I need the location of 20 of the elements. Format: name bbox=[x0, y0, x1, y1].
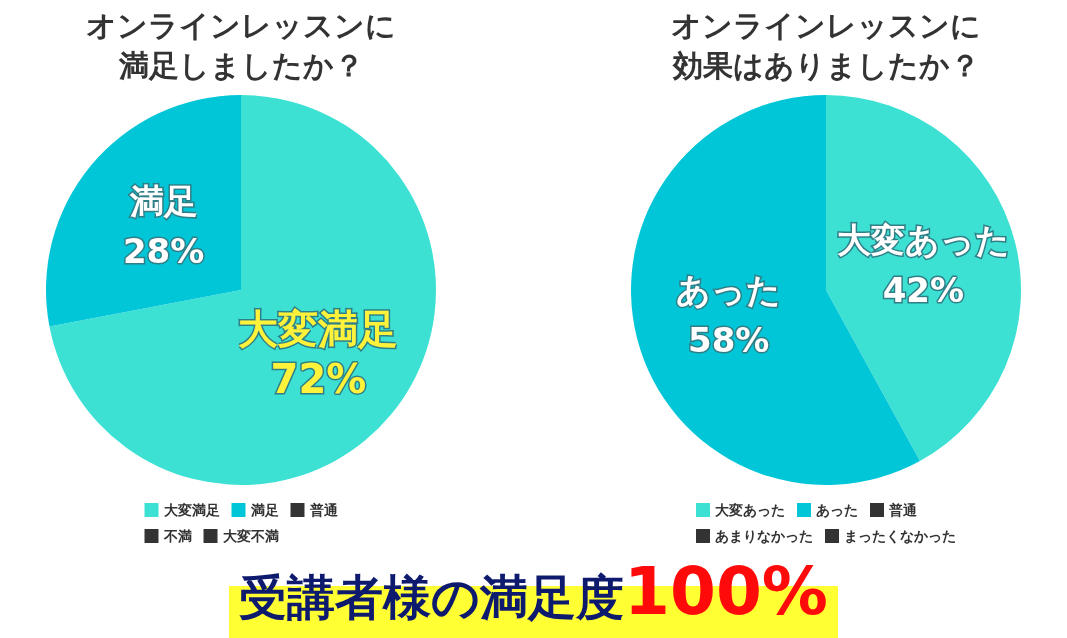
data-label: 28% bbox=[122, 230, 205, 271]
legend-label: 普通 bbox=[308, 502, 339, 518]
legend-label: あまりなかった bbox=[715, 528, 813, 544]
slice-label: 満足 bbox=[128, 180, 198, 221]
legend-label: 不満 bbox=[162, 528, 192, 544]
data-label: 72% bbox=[270, 356, 367, 403]
legend-label: 大変あった bbox=[715, 502, 785, 518]
data-label: 58% bbox=[687, 319, 770, 360]
chart-title: オンラインレッスンに満足しましたか？ bbox=[86, 7, 396, 83]
legend-label: 大変満足 bbox=[163, 502, 220, 518]
legend-label: まったくなかった bbox=[844, 528, 956, 544]
legend-label: あった bbox=[816, 502, 858, 518]
legend-label: 大変不満 bbox=[222, 528, 279, 544]
legend-label: 普通 bbox=[888, 502, 918, 518]
data-label: 42% bbox=[882, 270, 965, 311]
slice-label: 大変満足 bbox=[238, 306, 399, 353]
chart-title: オンラインレッスンに効果はありましたか？ bbox=[671, 7, 981, 83]
slice-label: あった bbox=[676, 269, 782, 310]
legend-label: 満足 bbox=[249, 502, 279, 518]
slice-label: 大変あった bbox=[836, 220, 1010, 261]
